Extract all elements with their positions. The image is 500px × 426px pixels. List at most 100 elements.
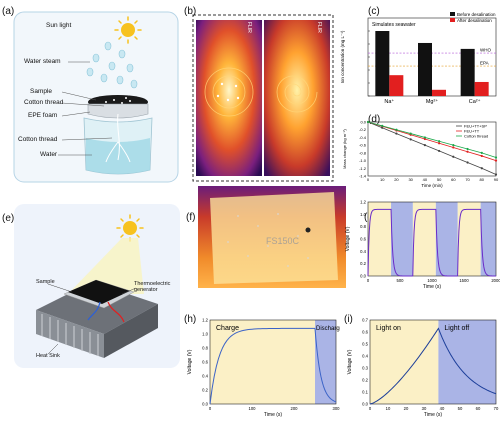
x-tick-label-i: 0 xyxy=(369,406,372,411)
y-tick-label-d: -1.4 xyxy=(359,174,367,179)
flir-text-left: FLIR xyxy=(246,22,252,33)
panel-label-c: (c) xyxy=(368,6,380,17)
data-point-d xyxy=(409,138,412,141)
legend-label-c-0: Before desalination xyxy=(457,12,496,17)
series-line-h xyxy=(209,327,337,405)
chart-c-title: Simulates seawater xyxy=(372,22,416,28)
panel-label-f: (f) xyxy=(186,212,196,223)
data-point-d xyxy=(466,161,469,164)
shade-light-on-i xyxy=(370,320,439,404)
data-point-d xyxy=(366,120,370,124)
shade-light-off-i xyxy=(438,320,496,404)
y-tick-label-g: 0.6 xyxy=(360,237,366,242)
panel-e-illustration xyxy=(14,204,180,368)
label-heat-sink: Heat Sink xyxy=(36,353,60,359)
data-point-d xyxy=(438,149,441,153)
data-point-d xyxy=(409,132,412,135)
sun-icon xyxy=(116,214,144,242)
sun-icon xyxy=(114,16,142,44)
bar-after-0 xyxy=(389,75,404,96)
y-tick-label-h: 0.4 xyxy=(202,374,208,379)
x-tick-label-i: 40 xyxy=(440,406,445,411)
reference-label-epa: EPA xyxy=(480,61,489,66)
y-tick-label-d: -1.0 xyxy=(359,158,367,163)
data-point-d xyxy=(452,155,455,158)
y-tick-label-h: 0.0 xyxy=(202,402,208,407)
x-tick-label-g: 500 xyxy=(397,278,405,283)
shade-discharge-h xyxy=(315,320,336,404)
x-tick-label-d: 50 xyxy=(437,177,442,182)
label-epe-foam: EPE foam xyxy=(28,112,58,119)
y-axis-label-g: Voltage (V) xyxy=(345,226,351,251)
x-tick-label-d: 40 xyxy=(423,177,428,182)
panel-label-i: (i) xyxy=(344,314,353,325)
reference-label-who: WHO xyxy=(480,48,491,53)
x-tick-label-d: 20 xyxy=(394,177,399,182)
data-point-d xyxy=(494,173,498,176)
annotation-light-off-i: Light off xyxy=(444,325,469,332)
label-cotton-thread-bottom: Cotton thread xyxy=(18,136,58,143)
x-tick-label-g: 1000 xyxy=(427,278,437,283)
x-tick-label-h: 0 xyxy=(209,406,212,411)
panel-label-e: (e) xyxy=(2,213,15,224)
plot-frame-d xyxy=(367,121,497,177)
x-axis-label-h: Time (s) xyxy=(264,412,282,418)
series-line-g xyxy=(367,208,497,277)
x-tick-label-d: 70 xyxy=(465,177,470,182)
label-sample-e: Sample xyxy=(36,279,55,285)
shade-light-on-g-2 xyxy=(457,202,481,276)
x-tick-label-g: 2000 xyxy=(491,278,500,283)
y-tick-label-i: 0.0 xyxy=(362,402,368,407)
flir-text-right: FLIR xyxy=(316,22,322,33)
shade-light-off-g-0 xyxy=(391,202,413,276)
plot-frame-g xyxy=(367,201,497,277)
plot-frame-i xyxy=(369,319,497,405)
water-steam-droplets xyxy=(86,41,138,89)
shade-light-on-g-0 xyxy=(368,202,392,276)
y-axis-label-d: Mass change (kg m⁻²) xyxy=(342,128,347,168)
y-tick-label-g: 0.8 xyxy=(360,224,366,229)
y-tick-label-h: 0.2 xyxy=(202,388,208,393)
series-line-d-2 xyxy=(367,121,497,158)
x-tick-label-i: 50 xyxy=(458,406,463,411)
y-axis-label-c: Ion concentration (mg L⁻¹) xyxy=(340,30,345,83)
x-tick-label-g: 1500 xyxy=(459,278,469,283)
x-axis-label-d: Time (min) xyxy=(421,183,443,188)
label-sample: Sample xyxy=(30,88,53,95)
legend-swatch-c-0 xyxy=(450,12,455,16)
label-sun-light: Sun light xyxy=(46,22,72,29)
y-tick-label-i: 0.3 xyxy=(362,366,368,371)
bar-after-1 xyxy=(432,89,446,96)
y-tick-label-d: 0.0 xyxy=(360,120,366,125)
annotation-discharge-h: Discharge xyxy=(316,326,340,332)
y-tick-label-i: 0.6 xyxy=(362,330,368,335)
watermark-f: FS150C xyxy=(266,236,300,246)
panel-b-thermal-images xyxy=(192,14,334,182)
panel-label-h: (h) xyxy=(184,314,197,325)
y-tick-label-d: -0.4 xyxy=(359,135,367,140)
x-tick-label-i: 30 xyxy=(422,406,427,411)
x-tick-label-d: 0 xyxy=(367,177,370,182)
y-tick-label-h: 0.6 xyxy=(202,360,208,365)
series-line-d-0 xyxy=(367,121,497,175)
data-point-d xyxy=(381,126,384,129)
x-axis-label-i: Time (s) xyxy=(424,412,442,418)
y-tick-label-h: 1.2 xyxy=(202,318,208,323)
data-point-d xyxy=(494,156,498,159)
chart-g-voltage-cycles: 0.0 0.2 0.4 0.6 0.8 1.0 1.2 0 500 1000 1500 2000 Tim… xyxy=(345,200,500,291)
y-tick-label-i: 0.2 xyxy=(362,378,368,383)
data-point-d xyxy=(438,140,441,143)
y-tick-label-d: -1.2 xyxy=(359,166,367,171)
y-tick-label-i: 0.7 xyxy=(362,318,368,323)
data-point-d xyxy=(423,144,426,147)
data-point-d xyxy=(480,154,483,158)
panel-f-thermal-image xyxy=(198,186,346,288)
data-point-d xyxy=(452,144,455,147)
chart-h-charge-discharge: 0.0 0.2 0.4 0.6 0.8 1.0 1.2 0 100 200 300 Time (s) V… xyxy=(187,318,340,419)
label-water-steam: Water steam xyxy=(24,58,61,65)
data-point-d xyxy=(480,167,483,170)
label-cotton-thread-top: Cotton thread xyxy=(24,99,64,106)
x-tick-label-i: 10 xyxy=(386,406,391,411)
y-axis-label-i: Voltage (V) xyxy=(347,349,353,374)
annotation-light-on-i: Light on xyxy=(376,325,401,332)
